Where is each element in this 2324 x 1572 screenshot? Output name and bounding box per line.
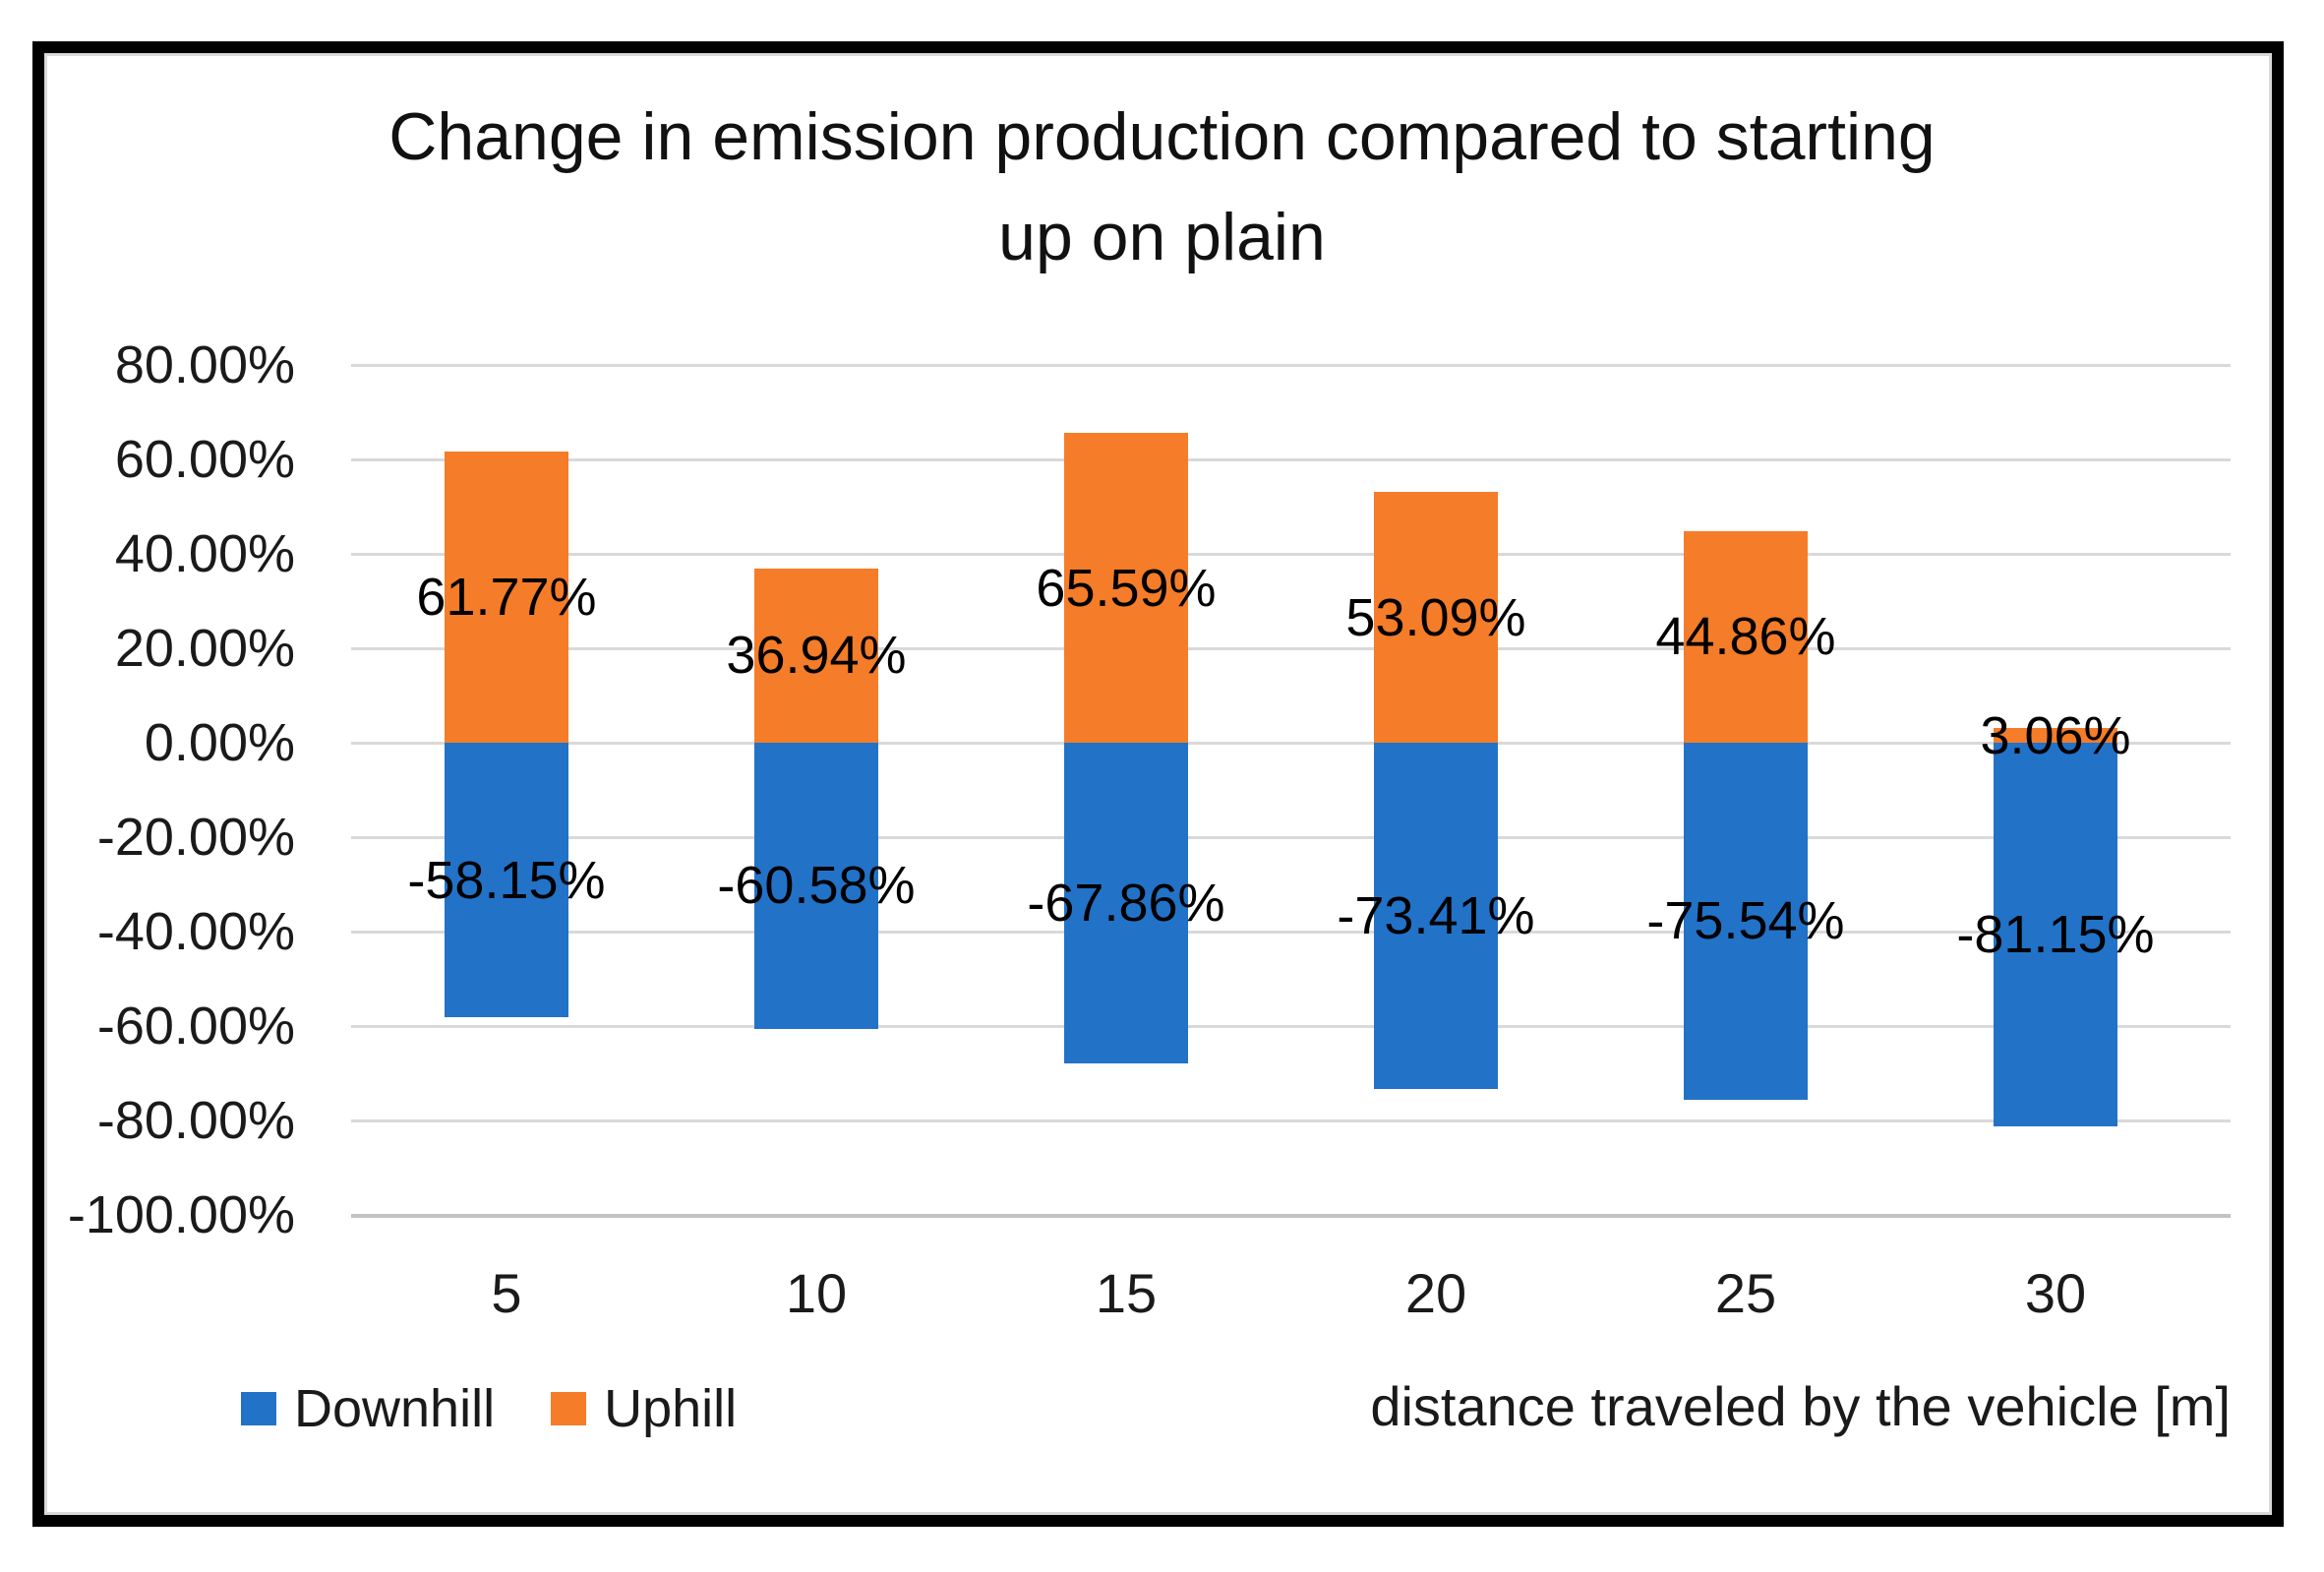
downhill-series-swatch-icon: [241, 1392, 276, 1425]
y-axis-tick-label: 40.00%: [114, 524, 295, 583]
bar-downhill-segment: [445, 743, 568, 1018]
downhill-data-label: -81.15%: [1956, 904, 2155, 964]
gridline: [351, 742, 2231, 745]
bar-uphill-segment: [754, 568, 878, 743]
chart-title-line2: up on plain: [998, 200, 1326, 274]
gridline: [351, 836, 2231, 839]
bar-downhill-segment: [754, 743, 878, 1029]
bar-uphill-segment: [1374, 492, 1498, 743]
gridline: [351, 458, 2231, 461]
bar-downhill-segment: [1684, 743, 1808, 1100]
bar-uphill-segment: [445, 451, 568, 743]
x-axis-tick-label: 20: [1404, 1262, 1467, 1324]
bar-downhill-segment: [1064, 743, 1188, 1063]
y-axis-tick-label: 80.00%: [114, 335, 295, 394]
x-axis-tick-label: 25: [1714, 1262, 1777, 1324]
uphill-data-label: 3.06%: [1980, 705, 2131, 765]
gridline: [351, 931, 2231, 934]
downhill-data-label: -67.86%: [1027, 873, 1225, 933]
y-axis-tick-label: -20.00%: [96, 808, 295, 867]
y-axis-tick-label: 0.00%: [144, 713, 295, 772]
downhill-data-label: -60.58%: [717, 856, 916, 916]
uphill-data-label: 65.59%: [1036, 558, 1217, 618]
bar-uphill-segment: [1064, 433, 1188, 743]
x-axis-tick-label: 15: [1095, 1262, 1158, 1324]
legend-label-downhill: Downhill: [294, 1379, 496, 1438]
downhill-data-label: -73.41%: [1337, 886, 1535, 946]
chart-title: Change in emission production compared t…: [44, 87, 2280, 287]
y-axis-tick-label: 60.00%: [114, 430, 295, 489]
legend-item-downhill: Downhill: [241, 1379, 495, 1438]
y-axis-tick-label: -100.00%: [67, 1185, 295, 1244]
gridline: [351, 553, 2231, 556]
y-axis-tick-label: -60.00%: [96, 997, 295, 1056]
y-axis-tick-label: 20.00%: [114, 619, 295, 678]
uphill-data-label: 53.09%: [1345, 587, 1526, 647]
downhill-data-label: -75.54%: [1646, 891, 1845, 951]
legend: Downhill Uphill: [241, 1379, 737, 1438]
legend-item-uphill: Uphill: [551, 1379, 737, 1438]
downhill-data-label: -58.15%: [407, 850, 606, 910]
y-axis-tick-label: -40.00%: [96, 902, 295, 961]
bar-uphill-segment: [1684, 530, 1808, 743]
x-axis-tick-label: 5: [491, 1262, 522, 1324]
bar-downhill-segment: [1994, 743, 2117, 1126]
uphill-data-label: 61.77%: [416, 567, 597, 627]
legend-label-uphill: Uphill: [604, 1379, 738, 1438]
x-axis-title: distance traveled by the vehicle [m]: [1370, 1375, 2231, 1437]
gridline: [351, 1119, 2231, 1122]
uphill-series-swatch-icon: [551, 1392, 587, 1425]
bar-uphill-segment: [1994, 728, 2117, 743]
y-axis-tick-label: -80.00%: [96, 1091, 295, 1150]
gridline: [351, 1214, 2231, 1218]
uphill-data-label: 44.86%: [1655, 607, 1836, 667]
gridline: [351, 364, 2231, 367]
chart-title-line1: Change in emission production compared t…: [388, 99, 1936, 174]
gridline: [351, 647, 2231, 650]
gridline: [351, 1025, 2231, 1028]
uphill-data-label: 36.94%: [726, 626, 907, 686]
bar-downhill-segment: [1374, 743, 1498, 1090]
x-axis-tick-label: 10: [785, 1262, 848, 1324]
x-axis-tick-label: 30: [2024, 1262, 2087, 1324]
